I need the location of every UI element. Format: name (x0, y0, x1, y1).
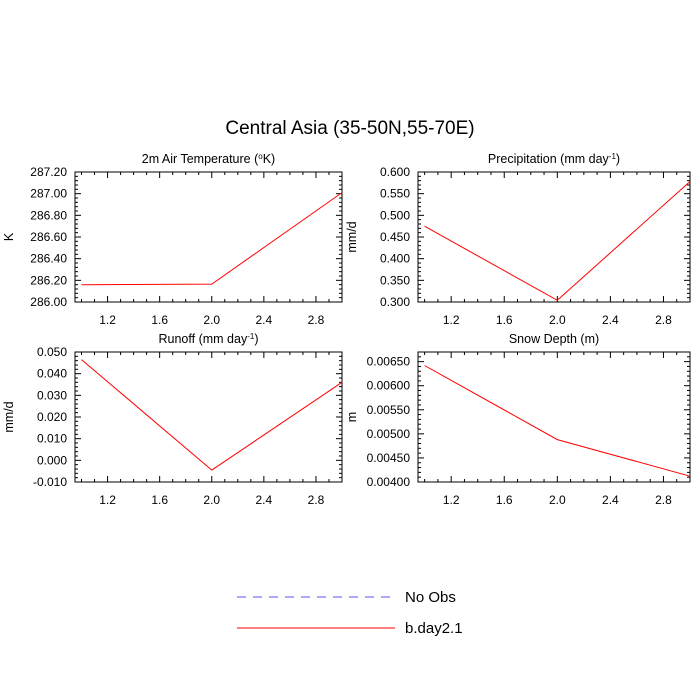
y-tick-label: 286.40 (30, 252, 67, 266)
y-tick-label: 0.00450 (367, 451, 411, 465)
plot-frame (417, 171, 691, 303)
y-axis-label: mm/d (345, 221, 359, 252)
y-tick-label: 286.60 (30, 230, 67, 244)
plot-frame (74, 171, 343, 303)
y-tick-label: 0.450 (380, 230, 410, 244)
plot-frame (417, 351, 691, 483)
figure-title: Central Asia (35-50N,55-70E) (225, 118, 474, 139)
y-tick-label: 287.20 (30, 165, 67, 179)
series-line (424, 181, 691, 301)
x-tick-label: 2.8 (655, 493, 672, 507)
panel-title: Snow Depth (m) (509, 332, 599, 346)
y-tick-label: 0.600 (380, 165, 410, 179)
x-tick-label: 2.0 (203, 313, 220, 327)
x-tick-label: 2.4 (256, 493, 273, 507)
y-tick-label: 0.050 (37, 345, 67, 359)
y-tick-label: 0.00400 (367, 475, 411, 489)
series-line (81, 192, 343, 286)
x-tick-label: 2.8 (655, 313, 672, 327)
x-tick-label: 2.0 (203, 493, 220, 507)
chart-panel-2: Precipitation (mm day-1) mm/d 1.2 1.6 2.0 2.4… (345, 152, 691, 327)
y-tick-label: 286.80 (30, 208, 67, 222)
y-tick-label: 0.030 (37, 388, 67, 402)
y-tick-label: 0.550 (380, 187, 410, 201)
x-tick-label: 2.4 (256, 313, 273, 327)
chart-panels: 2m Air Temperature (oK) K 1.2 1.6 2.0 2.4 2.8 2… (2, 152, 691, 507)
y-tick-label: 0.500 (380, 208, 410, 222)
y-tick-label: 286.20 (30, 273, 67, 287)
x-tick-label: 1.2 (99, 493, 116, 507)
y-tick-label: 0.010 (37, 432, 67, 446)
legend-label: No Obs (405, 589, 456, 606)
x-tick-label: 2.0 (549, 493, 566, 507)
chart-panel-3: Runoff (mm day-1) mm/d 1.2 1.6 2.0 2.4 2.8 -0.0… (2, 332, 343, 507)
y-tick-label: 0.300 (380, 295, 410, 309)
y-axis-label: K (2, 232, 16, 241)
legend-label: b.day2.1 (405, 620, 463, 637)
x-tick-label: 2.4 (602, 493, 619, 507)
legend: No Obs b.day2.1 (237, 589, 463, 637)
panel-title: 2m Air Temperature (oK) (142, 152, 275, 167)
y-tick-label: 286.00 (30, 295, 67, 309)
x-tick-label: 2.4 (602, 313, 619, 327)
x-tick-label: 2.8 (308, 313, 325, 327)
x-tick-label: 1.6 (496, 493, 513, 507)
x-tick-label: 1.6 (151, 313, 168, 327)
x-tick-label: 2.8 (308, 493, 325, 507)
y-tick-label: 0.00550 (367, 403, 411, 417)
plot-frame (74, 351, 343, 483)
y-tick-label: 0.00500 (367, 427, 411, 441)
y-tick-label: 0.020 (37, 410, 67, 424)
chart-panel-4: Snow Depth (m) m 1.2 1.6 2.0 2.4 2.8 0.00400 0.0… (345, 332, 691, 507)
x-tick-label: 2.0 (549, 313, 566, 327)
x-tick-label: 1.2 (99, 313, 116, 327)
x-tick-label: 1.2 (443, 493, 460, 507)
y-tick-label: 0.040 (37, 367, 67, 381)
series-line (81, 359, 343, 471)
x-tick-label: 1.6 (151, 493, 168, 507)
series-line (424, 365, 691, 477)
x-tick-label: 1.2 (443, 313, 460, 327)
y-tick-label: 0.400 (380, 252, 410, 266)
y-tick-label: 0.00650 (367, 355, 411, 369)
y-tick-label: 0.000 (37, 453, 67, 467)
chart-panel-1: 2m Air Temperature (oK) K 1.2 1.6 2.0 2.4 2.8 2… (2, 152, 343, 327)
y-tick-label: 287.00 (30, 187, 67, 201)
y-tick-label: 0.350 (380, 273, 410, 287)
y-tick-label: 0.00600 (367, 379, 411, 393)
y-tick-label: -0.010 (33, 475, 67, 489)
panel-title: Runoff (mm day-1) (159, 332, 259, 347)
x-tick-label: 1.6 (496, 313, 513, 327)
panel-title: Precipitation (mm day-1) (488, 152, 620, 167)
y-axis-label: mm/d (2, 401, 16, 432)
y-axis-label: m (345, 412, 359, 422)
